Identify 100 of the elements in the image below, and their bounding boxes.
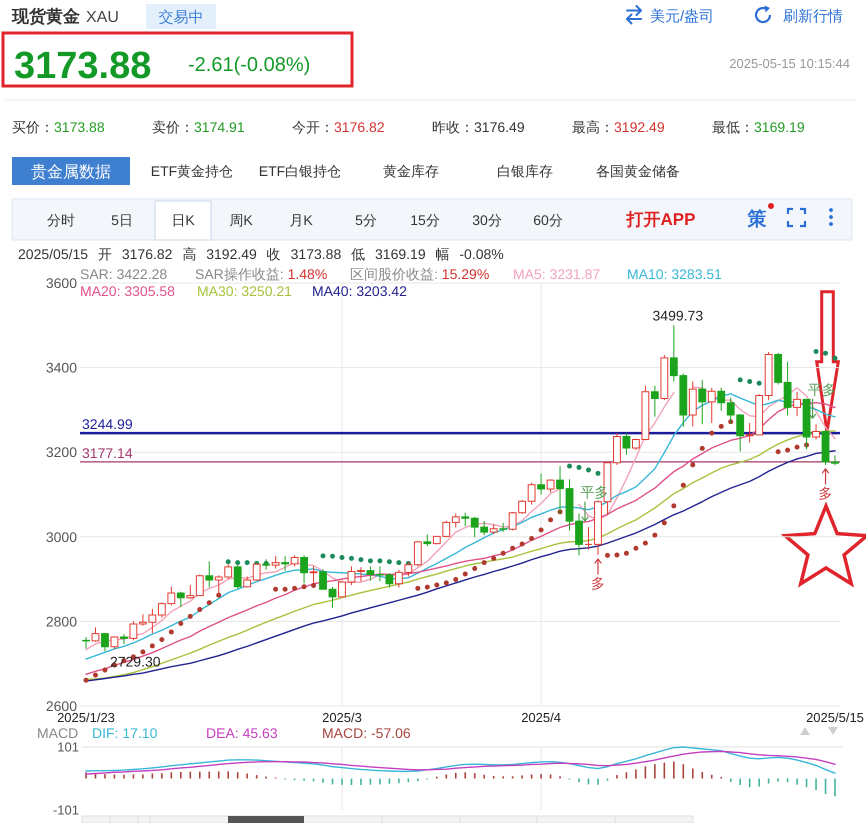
point [576,464,582,470]
candlestick [793,391,801,417]
text: 今开：3176.82 [292,119,385,135]
point [424,584,430,590]
ref-line-label: 3177.14 [82,444,133,461]
candlestick [461,512,470,527]
text: 买价：3173.88 [12,119,105,135]
candlestick [717,386,726,412]
point [188,614,193,619]
text: 昨收：3176.49 [432,119,525,135]
text: MA5: 3231.87 [513,266,600,282]
text: MA20: 3305.58 [80,283,176,299]
point [823,350,828,356]
point [140,649,146,654]
annotation: 多 [590,574,605,591]
point [595,470,600,476]
point [690,462,696,468]
text: 日K [171,212,196,228]
point [567,464,572,469]
point [520,541,525,546]
text: 交易中 [158,9,204,26]
point [226,559,231,564]
candlestick [470,516,479,538]
point [700,446,705,451]
point [586,467,591,472]
text: 2025-05-15 10:15:44 [729,56,850,71]
point [624,550,629,556]
candlestick [698,379,706,425]
point [244,560,250,566]
x-tick-label: 2025/3 [322,710,362,725]
text: 最低：3169.19 [712,119,805,135]
y-tick-label: 3000 [46,528,78,545]
point [434,582,440,588]
text: 3173.88 [14,45,152,87]
point [604,552,610,558]
candlestick [452,513,460,528]
text: MA30: 3250.21 [197,283,292,299]
point [311,582,316,588]
point [330,554,336,559]
point [197,607,202,612]
point [339,555,344,560]
point [168,629,174,634]
candlestick [243,576,252,588]
point [776,449,781,454]
point [491,556,496,561]
text: 黄金库存 [383,163,439,179]
candlestick [650,385,659,418]
text: ETF黄金持仓 [150,163,234,179]
point [538,528,544,533]
point [368,558,373,564]
point [377,558,382,564]
point [273,586,278,592]
candlestick [622,432,630,456]
x-tick-label: 2025/5/15 [806,710,864,725]
candlestick [252,562,261,582]
point [756,380,762,386]
candlestick [490,524,498,535]
text: 月K [289,212,314,228]
series-label: DIF: 17.10 [92,725,158,741]
point [150,643,155,648]
point [320,553,326,558]
text: 5分 [355,212,377,228]
point [680,482,686,488]
chart-title: MACD [37,725,78,741]
point [453,577,458,582]
text: SAR操作收益: 1.48% [195,266,328,282]
y-tick-label: 2800 [46,613,78,630]
point [794,444,800,450]
text: MACD: -57.06 [322,725,411,741]
point [671,503,676,508]
candlestick [660,354,668,401]
text: 贵金属数据 [31,163,111,181]
point [500,550,506,556]
point [444,580,449,586]
text: 白银库存 [497,163,553,179]
candlestick [670,324,678,382]
point [178,621,184,626]
point [302,584,307,590]
text: 5日 [111,212,133,228]
point [282,586,288,592]
point [92,672,98,678]
text: -2.61(-0.08%) [188,54,310,76]
candlestick [679,373,688,428]
point [662,520,667,526]
annotation: 3499.73 [652,307,704,324]
point [84,678,88,683]
point [235,560,240,566]
point [747,379,752,384]
x-tick-label: 2025/4 [521,710,561,725]
candlestick [812,424,820,440]
text: 区间股价收益: 15.29% [350,266,490,282]
candlestick [272,555,280,570]
point [462,572,468,577]
candlestick [290,554,298,567]
candlestick [480,520,488,536]
point [415,586,420,591]
point [206,600,212,606]
candlestick [82,636,90,649]
candlestick [110,636,118,650]
y-tick-label: 3600 [46,275,78,291]
